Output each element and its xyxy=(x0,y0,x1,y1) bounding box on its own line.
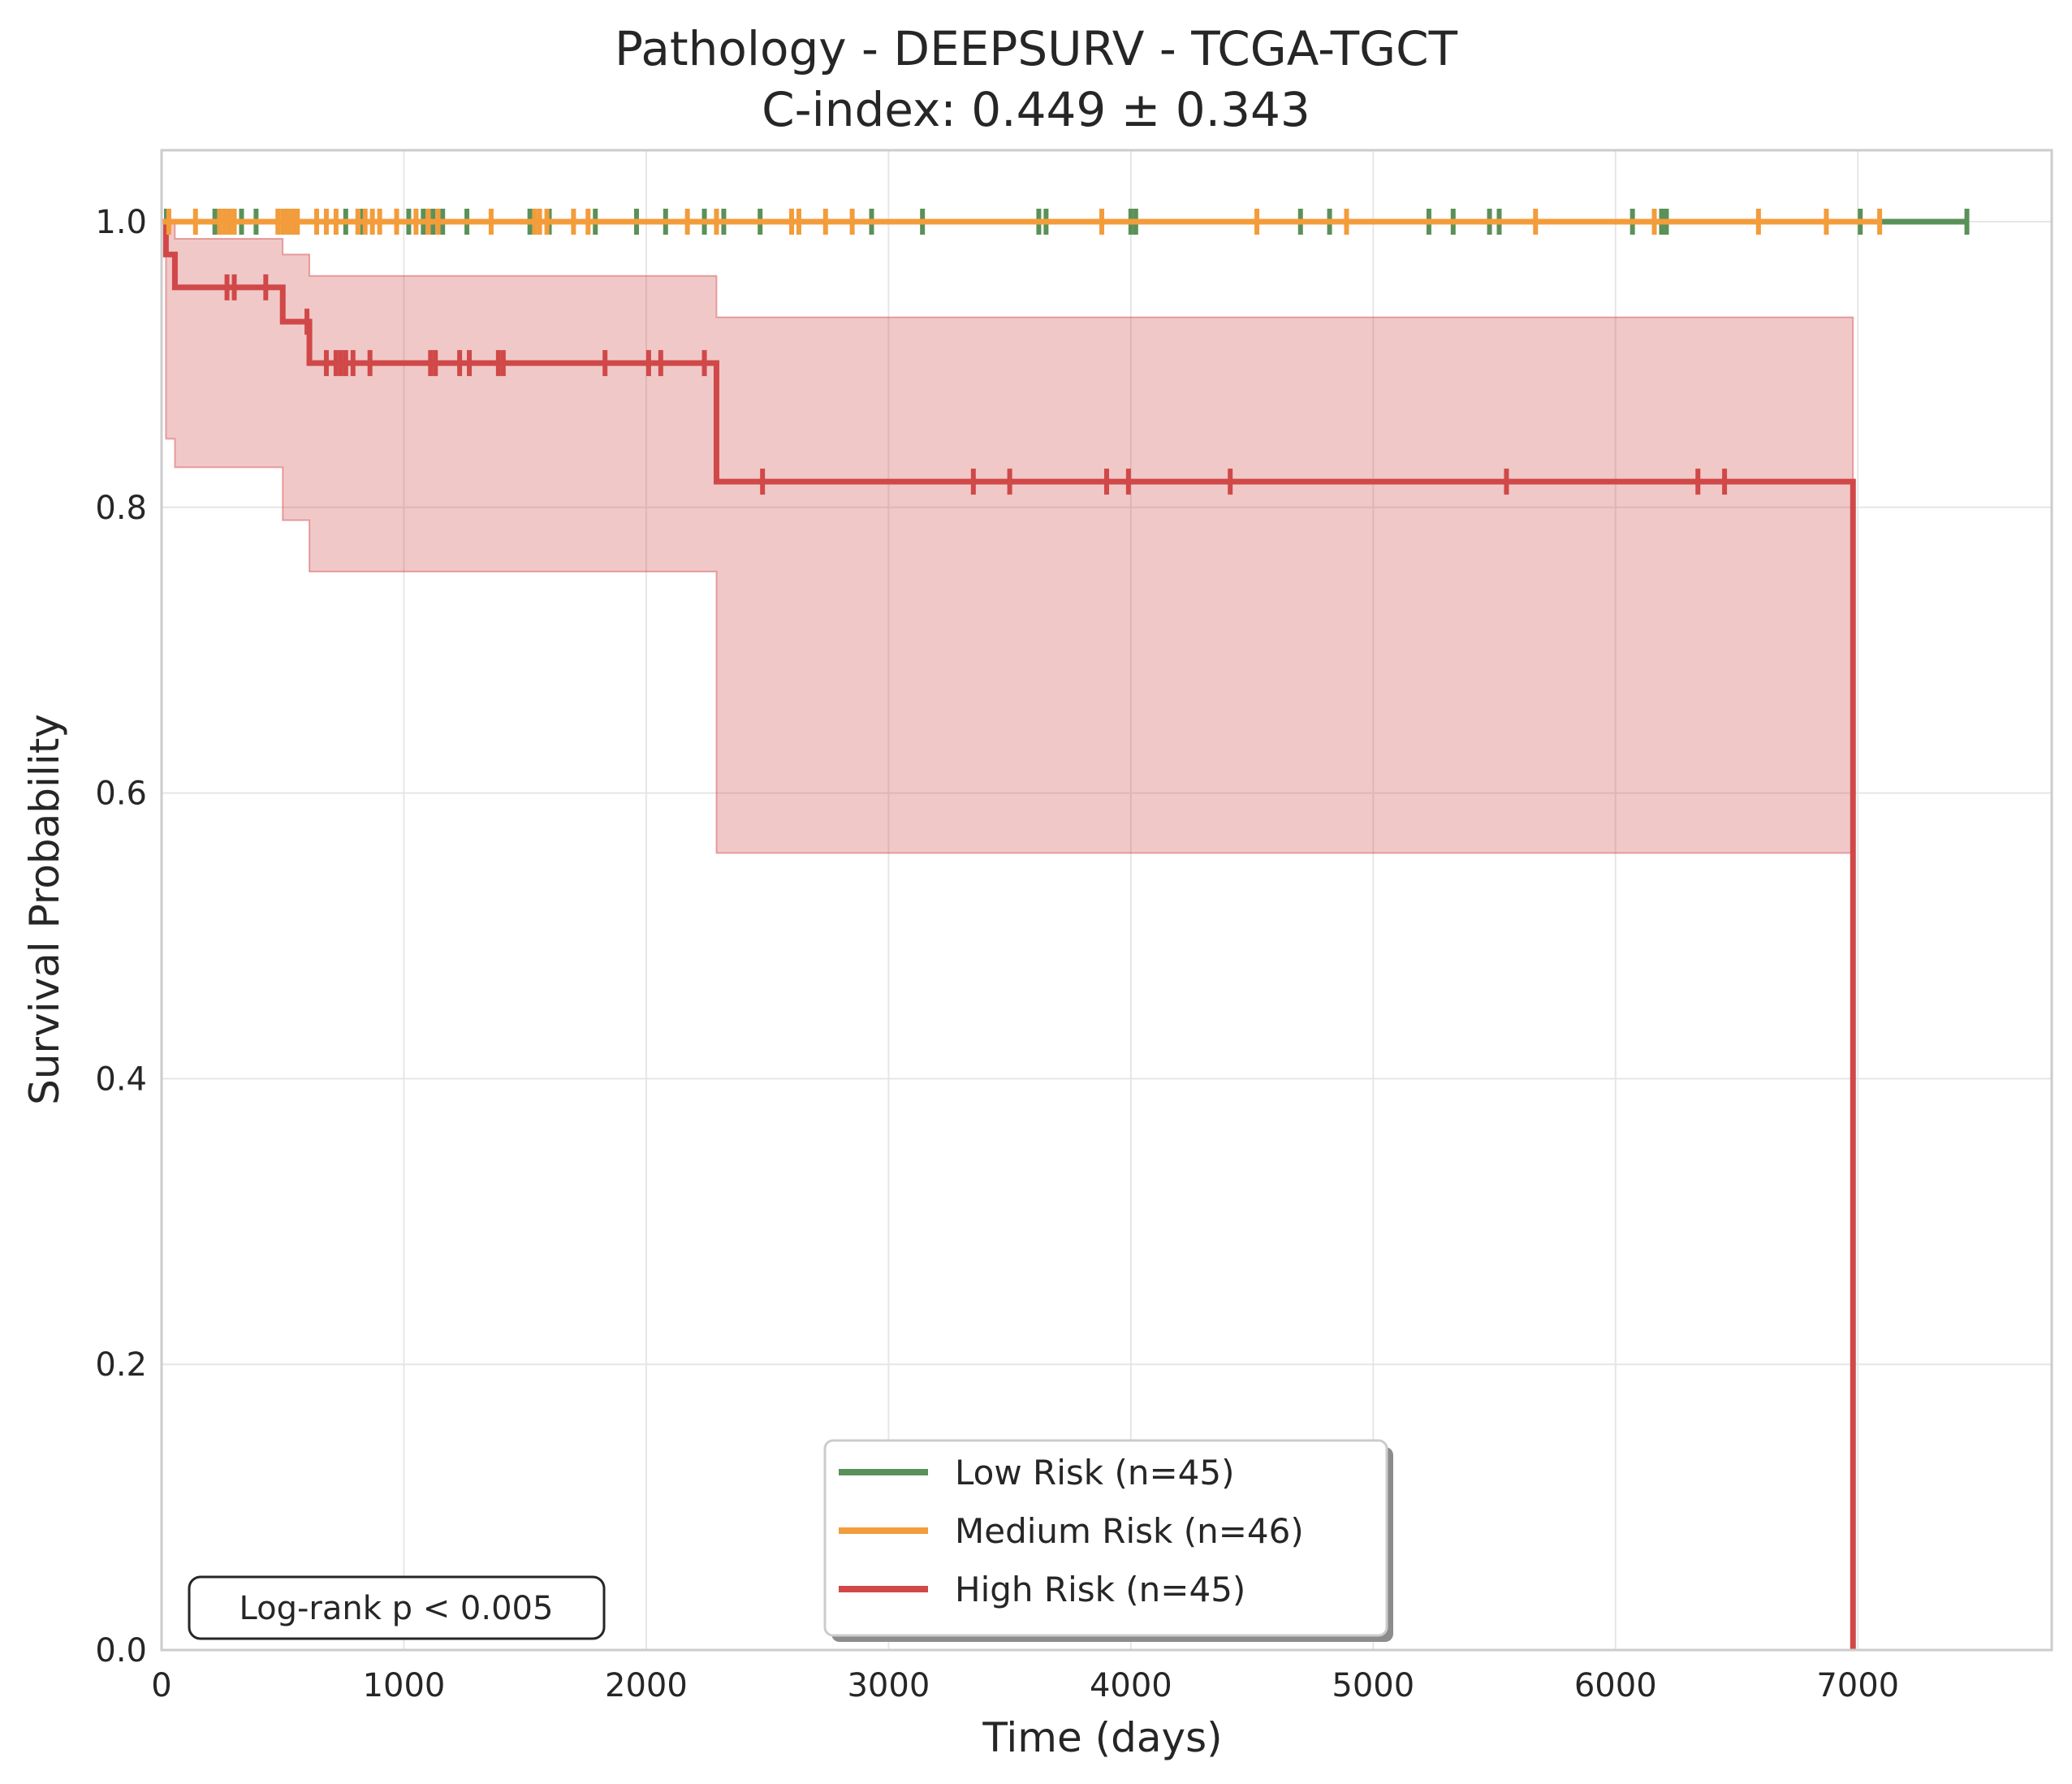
x-tick-label: 2000 xyxy=(605,1667,688,1704)
y-tick-label: 1.0 xyxy=(95,204,147,241)
legend-label: High Risk (n=45) xyxy=(955,1570,1245,1609)
x-axis-label: Time (days) xyxy=(982,1714,1222,1761)
series-1 xyxy=(162,208,1883,235)
x-tick-label: 7000 xyxy=(1816,1667,1899,1704)
y-axis-label: Survival Probability xyxy=(21,714,68,1105)
survival-line xyxy=(162,218,1856,1650)
legend-label: Medium Risk (n=46) xyxy=(955,1511,1304,1551)
x-tick-label: 6000 xyxy=(1574,1667,1657,1704)
x-tick-label: 1000 xyxy=(363,1667,446,1704)
x-tick-labels: 0 1000 2000 3000 4000 5000 6000 7000 xyxy=(151,1667,1899,1704)
series-2 xyxy=(162,218,1856,1650)
legend-label: Low Risk (n=45) xyxy=(955,1453,1235,1492)
logrank-annotation: Log-rank p < 0.005 xyxy=(188,1575,606,1640)
x-tick-label: 4000 xyxy=(1090,1667,1172,1704)
chart-subtitle: C-index: 0.449 ± 0.343 xyxy=(762,82,1310,137)
y-tick-label: 0.4 xyxy=(95,1060,147,1098)
survival-curves xyxy=(162,208,1970,1650)
x-tick-label: 5000 xyxy=(1332,1667,1414,1704)
legend-item-2: High Risk (n=45) xyxy=(839,1570,1245,1609)
legend-entries: Low Risk (n=45) Medium Risk (n=46) High Ri… xyxy=(839,1453,1304,1609)
legend-box xyxy=(823,1439,1388,1637)
high-risk-confidence-band xyxy=(162,220,1854,854)
y-tick-label: 0.2 xyxy=(95,1346,147,1384)
legend: Low Risk (n=45) Medium Risk (n=46) High Ri… xyxy=(823,1439,1393,1642)
y-tick-label: 0.8 xyxy=(95,490,147,527)
chart-title: Pathology - DEEPSURV - TCGA-TGCT xyxy=(615,21,1458,76)
legend-item-1: Medium Risk (n=46) xyxy=(839,1511,1304,1551)
x-tick-label: 0 xyxy=(151,1667,171,1704)
y-tick-label: 0.0 xyxy=(95,1632,147,1670)
plot-frame xyxy=(160,149,2053,1652)
y-tick-labels: 0.0 0.2 0.4 0.6 0.8 1.0 xyxy=(95,204,147,1670)
y-tick-label: 0.6 xyxy=(95,775,147,813)
legend-item-0: Low Risk (n=45) xyxy=(839,1453,1235,1492)
annotation-box xyxy=(188,1575,606,1640)
confidence-band-2 xyxy=(162,220,1854,854)
x-tick-label: 3000 xyxy=(847,1667,930,1704)
annotation-text: Log-rank p < 0.005 xyxy=(240,1590,554,1627)
